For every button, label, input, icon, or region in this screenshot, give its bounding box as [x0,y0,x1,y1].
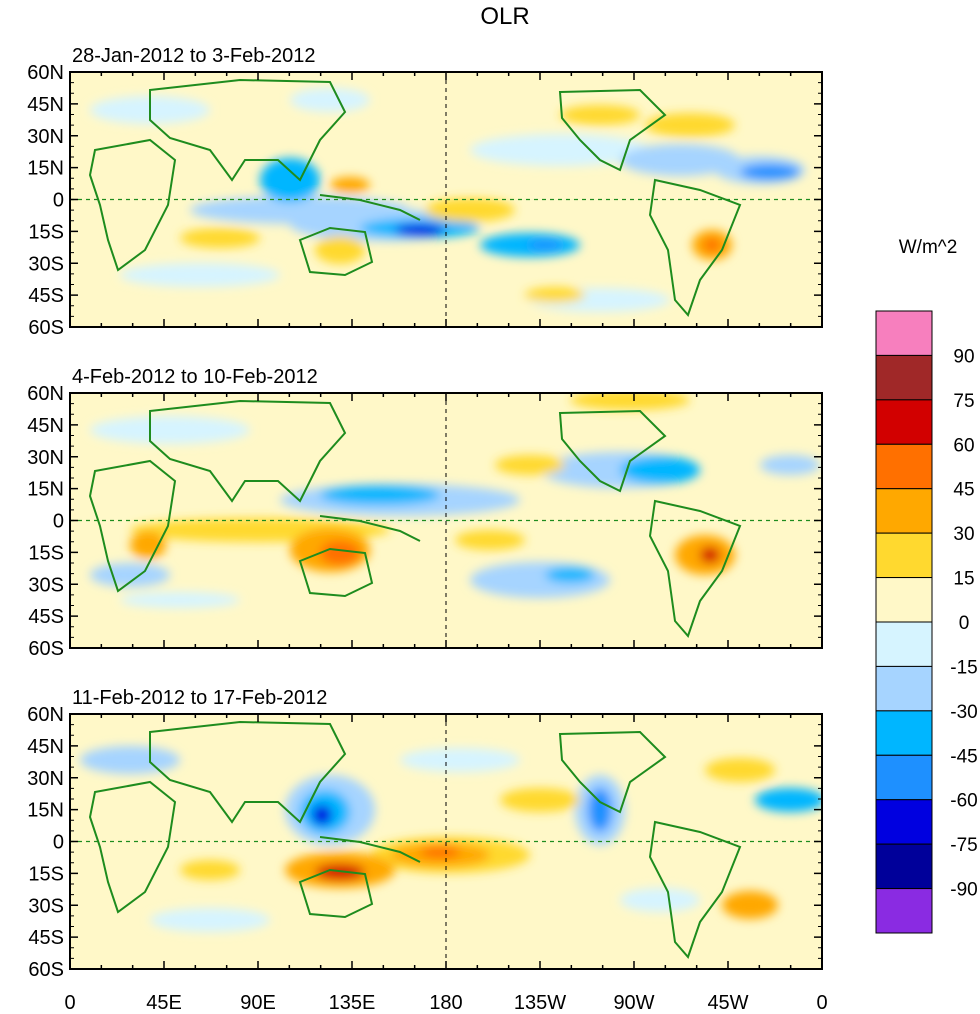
lat-tick-label: 30N [27,126,64,148]
lon-tick-label: 45W [707,992,748,1014]
lat-tick-label: 30N [27,447,64,469]
colorbar-label: -75 [950,835,977,856]
colorbar-cell [875,665,933,712]
lon-tick-label: 90W [613,992,654,1014]
lat-tick-label: 30S [28,895,64,917]
lat-tick-label: 15S [28,542,64,564]
lat-tick-label: 30S [28,574,64,596]
lat-tick-label: 0 [53,190,64,212]
colorbar-label: 75 [953,391,974,412]
panel-2-axes: 60N 45N 30N 15N 0 15S 30S 45S 60S [27,383,823,660]
coastline [88,720,742,959]
lat-tick-label: 0 [53,832,64,854]
colorbar-cell [875,532,933,579]
panel-1-label: 28-Jan-2012 to 3-Feb-2012 [72,45,316,67]
coastline [88,78,742,317]
lat-tick-label: 60N [27,383,64,405]
lat-tick-label: 15N [27,158,64,180]
lat-tick-label: 15N [27,479,64,501]
panel-3-axes: 60N 45N 30N 15N 0 15S 30S 45S 60S [27,704,823,981]
lon-tick-label: 180 [429,992,462,1014]
colorbar-cell [875,488,933,534]
lat-tick-label: 60N [27,62,64,84]
lat-tick-label: 60N [27,704,64,726]
colorbar-cell [875,843,933,890]
colorbar-cell [875,621,933,667]
colorbar-cells [875,310,933,934]
axes-layer: 60N 45N 30N 15N 0 15S 30S 45S 60S 60N 45N 30N 15N 0 15… [27,62,827,1014]
colorbar-label: -90 [950,880,977,901]
lat-tick-label: 45N [27,736,64,758]
lon-tick-label: 0 [64,992,75,1014]
lat-tick-label: 30N [27,768,64,790]
lon-tick-label: 45E [146,992,182,1014]
colorbar-label: -60 [950,791,977,812]
lat-tick-label: 45N [27,94,64,116]
colorbar-cell [875,710,933,756]
colorbar-cell [875,754,933,801]
colorbar-label: 0 [959,613,970,634]
lat-tick-label: 15S [28,221,64,243]
lat-tick-label: 45S [28,927,64,949]
lat-tick-label: 60S [28,317,64,339]
panel-2-label: 4-Feb-2012 to 10-Feb-2012 [72,366,318,388]
panel-3-label: 11-Feb-2012 to 17-Feb-2012 [72,687,327,709]
colorbar-units: W/m^2 [899,237,958,258]
lat-tick-label: 45N [27,415,64,437]
colorbar-labels: 90 75 60 45 30 15 0 -15 -30 -45 -60 -75 -90 [950,346,977,900]
lon-tick-label: 0 [816,992,827,1014]
lon-tick-label: 135W [514,992,566,1014]
colorbar-cell [875,799,933,845]
colorbar-label: 45 [953,480,974,501]
lon-tick-labels: 0 45E 90E 135E 180 135W 90W 45W 0 [64,992,827,1014]
colorbar-cell [875,888,933,934]
colorbar-label: 60 [953,435,974,456]
colorbar-label: -30 [950,702,977,723]
panel-1-axes: 60N 45N 30N 15N 0 15S 30S 45S 60S [27,62,823,339]
panel-3: 11-Feb-2012 to 17-Feb-2012 [70,687,822,968]
colorbar-cell [875,577,933,623]
coastline [88,399,742,638]
lat-tick-label: 0 [53,511,64,533]
figure-title: OLR [480,3,529,30]
lat-tick-label: 15S [28,863,64,885]
lat-tick-label: 45S [28,606,64,628]
lat-tick-label: 15N [27,800,64,822]
lat-tick-label: 45S [28,285,64,307]
colorbar-label: -45 [950,746,977,767]
lat-tick-label: 60S [28,959,64,981]
colorbar-label: 15 [953,569,974,590]
colorbar-cell [875,310,933,356]
colorbar-label: -15 [950,657,977,678]
colorbar-label: 90 [953,346,974,367]
lat-tick-label: 60S [28,638,64,660]
colorbar: W/m^2 90 75 60 45 30 15 0 -15 -30 -45 -60 -75 -90 [875,237,978,934]
lon-tick-label: 135E [329,992,376,1014]
colorbar-cell [875,354,933,401]
lat-tick-label: 30S [28,253,64,275]
colorbar-cell [875,443,933,490]
anomaly-contours [90,393,820,608]
colorbar-label: 30 [953,524,974,545]
lon-tick-label: 90E [240,992,276,1014]
anomaly-contours [90,88,805,312]
colorbar-cell [875,399,933,445]
